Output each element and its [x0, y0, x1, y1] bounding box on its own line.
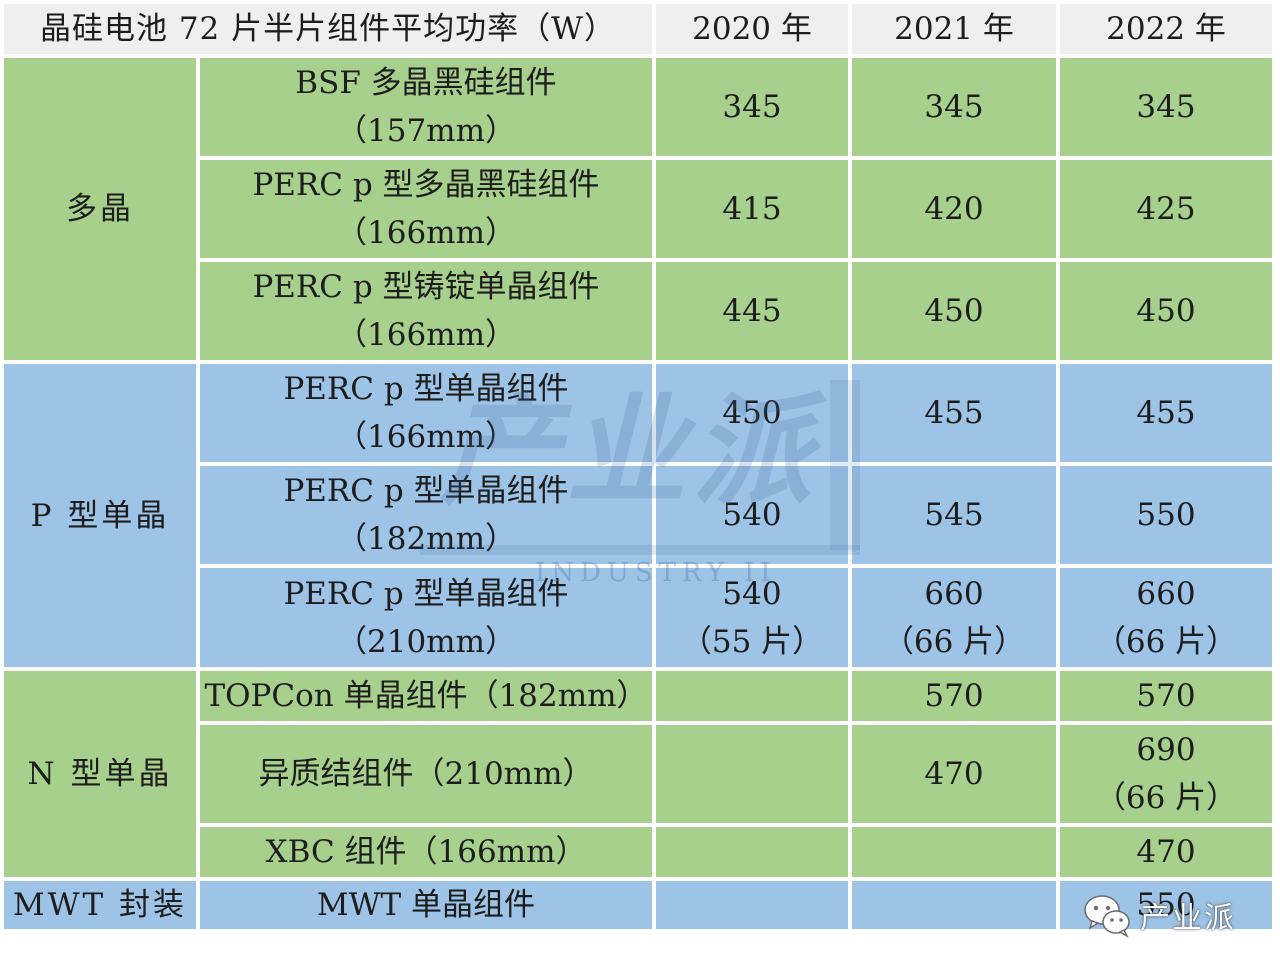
- table-row: P 型单晶 PERC p 型单晶组件 （166mm） 450 455 455: [4, 364, 1272, 667]
- table-row: PERC p 型铸锭单晶组件 （166mm） 445 450 450: [4, 262, 1272, 360]
- value-2021: 420: [852, 160, 1056, 258]
- year-header-2022: 2022 年: [1060, 4, 1272, 54]
- product-cell: PERC p 型多晶黑硅组件 （166mm）: [200, 160, 652, 258]
- table-title: 晶硅电池 72 片半片组件平均功率（W）: [4, 4, 652, 54]
- value-2021: 570: [852, 671, 1056, 721]
- value-number: 660: [1136, 575, 1196, 612]
- value-2021: 660 （66 片）: [852, 568, 1056, 667]
- table-row: PERC p 型单晶组件 （182mm） 540 545 550: [4, 466, 1272, 564]
- group-label-p-mono: P 型单晶: [4, 364, 196, 667]
- value-number: 540: [722, 575, 782, 612]
- product-cell: PERC p 型单晶组件 （166mm）: [200, 364, 652, 462]
- product-size: （157mm）: [336, 113, 516, 149]
- product-size: （166mm）: [336, 419, 516, 455]
- product-size: （166mm）: [336, 317, 516, 353]
- table-row: N 型单晶 TOPCon 单晶组件（182mm） 570 570: [4, 671, 1272, 877]
- value-2021: 545: [852, 466, 1056, 564]
- value-2020: [656, 671, 848, 721]
- product-cell: PERC p 型单晶组件 （210mm）: [200, 568, 652, 667]
- product-cell: PERC p 型单晶组件 （182mm）: [200, 466, 652, 564]
- value-2022: 690 （66 片）: [1060, 725, 1272, 823]
- group-label-mwt: MWT 封装: [4, 881, 196, 929]
- product-name: MWT 单晶组件: [316, 887, 536, 923]
- value-2020: [656, 725, 848, 823]
- product-cell: 异质结组件（210mm）: [200, 725, 652, 823]
- value-2022: 550: [1060, 881, 1272, 929]
- value-2020: 415: [656, 160, 848, 258]
- value-2022: 425: [1060, 160, 1272, 258]
- table-row: 异质结组件（210mm） 470 690 （66 片）: [4, 725, 1272, 823]
- table-row: PERC p 型多晶黑硅组件 （166mm） 415 420 425: [4, 160, 1272, 258]
- value-2020: [656, 881, 848, 929]
- value-2022: 345: [1060, 58, 1272, 156]
- value-2021: 450: [852, 262, 1056, 360]
- product-name: PERC p 型单晶组件: [283, 371, 569, 407]
- value-2022: 660 （66 片）: [1060, 568, 1272, 667]
- value-note: （66 片）: [1094, 780, 1238, 816]
- value-number: 690: [1136, 732, 1196, 768]
- product-size: （210mm）: [336, 623, 516, 660]
- value-2022: 570: [1060, 671, 1272, 721]
- value-2022: 550: [1060, 466, 1272, 564]
- year-header-2020: 2020 年: [656, 4, 848, 54]
- value-number: 660: [924, 575, 984, 612]
- value-note: （66 片）: [1094, 623, 1238, 660]
- value-2020: 540: [656, 466, 848, 564]
- table-row: PERC p 型单晶组件 （210mm） 540 （55 片） 660 （66 …: [4, 568, 1272, 667]
- product-name: PERC p 型铸锭单晶组件: [252, 269, 600, 305]
- value-note: （66 片）: [882, 623, 1026, 660]
- product-name: XBC 组件（166mm）: [265, 834, 587, 870]
- table-row: XBC 组件（166mm） 470: [4, 827, 1272, 877]
- power-table: 晶硅电池 72 片半片组件平均功率（W） 2020 年 2021 年 2022 …: [4, 4, 1272, 929]
- group-label-n-mono: N 型单晶: [4, 671, 196, 877]
- product-name: PERC p 型单晶组件: [283, 473, 569, 509]
- product-cell: TOPCon 单晶组件（182mm）: [200, 671, 652, 721]
- product-size: （182mm）: [336, 521, 516, 557]
- value-2022: 455: [1060, 364, 1272, 462]
- product-name: PERC p 型多晶黑硅组件: [252, 167, 600, 203]
- value-2021: 345: [852, 58, 1056, 156]
- product-size: （166mm）: [336, 215, 516, 251]
- product-cell: PERC p 型铸锭单晶组件 （166mm）: [200, 262, 652, 360]
- table-row: 多晶 BSF 多晶黑硅组件 （157mm） 345 345 345: [4, 58, 1272, 360]
- value-2022: 470: [1060, 827, 1272, 877]
- value-2021: 455: [852, 364, 1056, 462]
- product-cell: BSF 多晶黑硅组件 （157mm）: [200, 58, 652, 156]
- product-cell: XBC 组件（166mm）: [200, 827, 652, 877]
- value-2020: 450: [656, 364, 848, 462]
- value-2021: 470: [852, 725, 1056, 823]
- header-row: 晶硅电池 72 片半片组件平均功率（W） 2020 年 2021 年 2022 …: [4, 4, 1272, 54]
- group-label-poly: 多晶: [4, 58, 196, 360]
- value-2022: 450: [1060, 262, 1272, 360]
- value-2020: [656, 827, 848, 877]
- value-2021: [852, 827, 1056, 877]
- value-note: （55 片）: [680, 623, 824, 660]
- value-2020: 345: [656, 58, 848, 156]
- product-name: BSF 多晶黑硅组件: [295, 65, 557, 101]
- product-name: 异质结组件（210mm）: [258, 756, 594, 792]
- product-name: PERC p 型单晶组件: [283, 575, 569, 612]
- year-header-2021: 2021 年: [852, 4, 1056, 54]
- value-2020: 540 （55 片）: [656, 568, 848, 667]
- product-cell: MWT 单晶组件: [200, 881, 652, 929]
- value-2021: [852, 881, 1056, 929]
- value-2020: 445: [656, 262, 848, 360]
- table-row: MWT 封装 MWT 单晶组件 550: [4, 881, 1272, 929]
- product-name: TOPCon 单晶组件（182mm）: [204, 678, 648, 714]
